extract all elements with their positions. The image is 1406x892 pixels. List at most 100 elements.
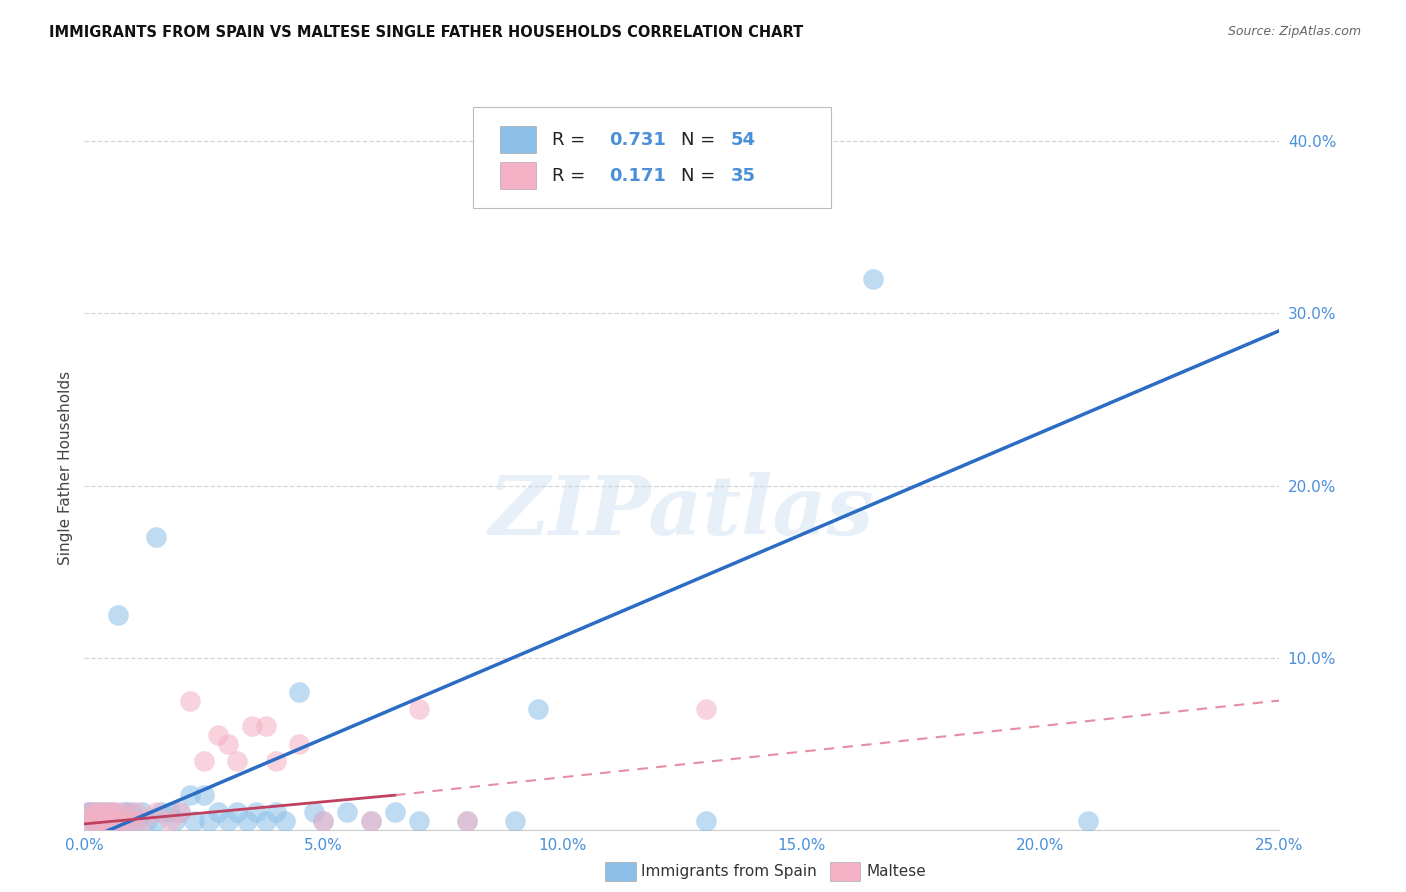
Point <box>360 814 382 828</box>
Point <box>149 805 172 820</box>
Point <box>145 805 167 820</box>
Point <box>264 754 287 768</box>
Point <box>87 814 110 828</box>
Point <box>93 805 115 820</box>
Point <box>77 805 100 820</box>
Point <box>245 805 267 820</box>
Point <box>312 814 335 828</box>
Point <box>77 814 100 828</box>
Text: N =: N = <box>681 130 721 149</box>
Point <box>125 805 148 820</box>
Point <box>226 805 249 820</box>
Point <box>135 814 157 828</box>
Point <box>240 719 263 733</box>
Point <box>117 805 139 820</box>
Point <box>527 702 550 716</box>
Point <box>159 814 181 828</box>
Point <box>87 805 110 820</box>
Point <box>121 805 143 820</box>
Text: R =: R = <box>551 130 591 149</box>
Point <box>207 805 229 820</box>
Point <box>111 814 134 828</box>
Point <box>264 805 287 820</box>
Point <box>111 814 134 828</box>
Point <box>503 814 526 828</box>
Point <box>169 805 191 820</box>
Point <box>77 805 100 820</box>
Point <box>1077 814 1099 828</box>
Point <box>83 805 105 820</box>
Point <box>107 814 129 828</box>
Point <box>183 814 205 828</box>
Point <box>87 805 110 820</box>
Point <box>107 814 129 828</box>
Point <box>862 272 884 286</box>
Point <box>83 814 105 828</box>
Point <box>254 719 277 733</box>
Point <box>193 788 215 802</box>
Point <box>93 805 115 820</box>
Text: 35: 35 <box>731 167 756 185</box>
Text: R =: R = <box>551 167 591 185</box>
Point <box>312 814 335 828</box>
Point <box>288 737 311 751</box>
Point <box>101 814 124 828</box>
Point <box>408 814 430 828</box>
Text: 0.731: 0.731 <box>609 130 666 149</box>
Text: Maltese: Maltese <box>866 864 925 879</box>
Text: N =: N = <box>681 167 721 185</box>
Point <box>302 805 325 820</box>
Point <box>97 805 120 820</box>
Point <box>217 814 239 828</box>
Text: Immigrants from Spain: Immigrants from Spain <box>641 864 817 879</box>
Point <box>408 702 430 716</box>
Point <box>97 814 120 828</box>
Point <box>288 685 311 699</box>
Point <box>125 814 148 828</box>
Point <box>101 805 124 820</box>
Point <box>101 805 124 820</box>
Point <box>121 814 143 828</box>
Point <box>197 814 219 828</box>
Point <box>87 814 110 828</box>
Text: 54: 54 <box>731 130 756 149</box>
Point <box>254 814 277 828</box>
Point <box>107 805 129 820</box>
Point <box>179 788 201 802</box>
Point <box>169 805 191 820</box>
Point <box>131 814 153 828</box>
Text: ZIPatlas: ZIPatlas <box>489 472 875 551</box>
FancyBboxPatch shape <box>501 126 536 153</box>
Point <box>107 607 129 622</box>
Point <box>145 814 167 828</box>
FancyBboxPatch shape <box>472 107 831 208</box>
Point <box>93 814 115 828</box>
Text: Source: ZipAtlas.com: Source: ZipAtlas.com <box>1227 25 1361 38</box>
Point <box>456 814 478 828</box>
Point <box>97 814 120 828</box>
Point <box>83 814 105 828</box>
Point <box>217 737 239 751</box>
Point <box>145 530 167 544</box>
Point <box>131 805 153 820</box>
Point <box>456 814 478 828</box>
Point <box>83 805 105 820</box>
Point <box>159 805 181 820</box>
Point <box>193 754 215 768</box>
Point <box>384 805 406 820</box>
Point <box>165 814 187 828</box>
Point <box>695 814 717 828</box>
Point <box>695 702 717 716</box>
Point <box>226 754 249 768</box>
Point <box>360 814 382 828</box>
Point <box>179 693 201 707</box>
Point <box>274 814 297 828</box>
Point <box>97 805 120 820</box>
Point <box>93 814 115 828</box>
Point <box>77 814 100 828</box>
Y-axis label: Single Father Households: Single Father Households <box>58 371 73 566</box>
Point <box>121 814 143 828</box>
FancyBboxPatch shape <box>501 162 536 189</box>
Point <box>236 814 259 828</box>
Text: IMMIGRANTS FROM SPAIN VS MALTESE SINGLE FATHER HOUSEHOLDS CORRELATION CHART: IMMIGRANTS FROM SPAIN VS MALTESE SINGLE … <box>49 25 803 40</box>
